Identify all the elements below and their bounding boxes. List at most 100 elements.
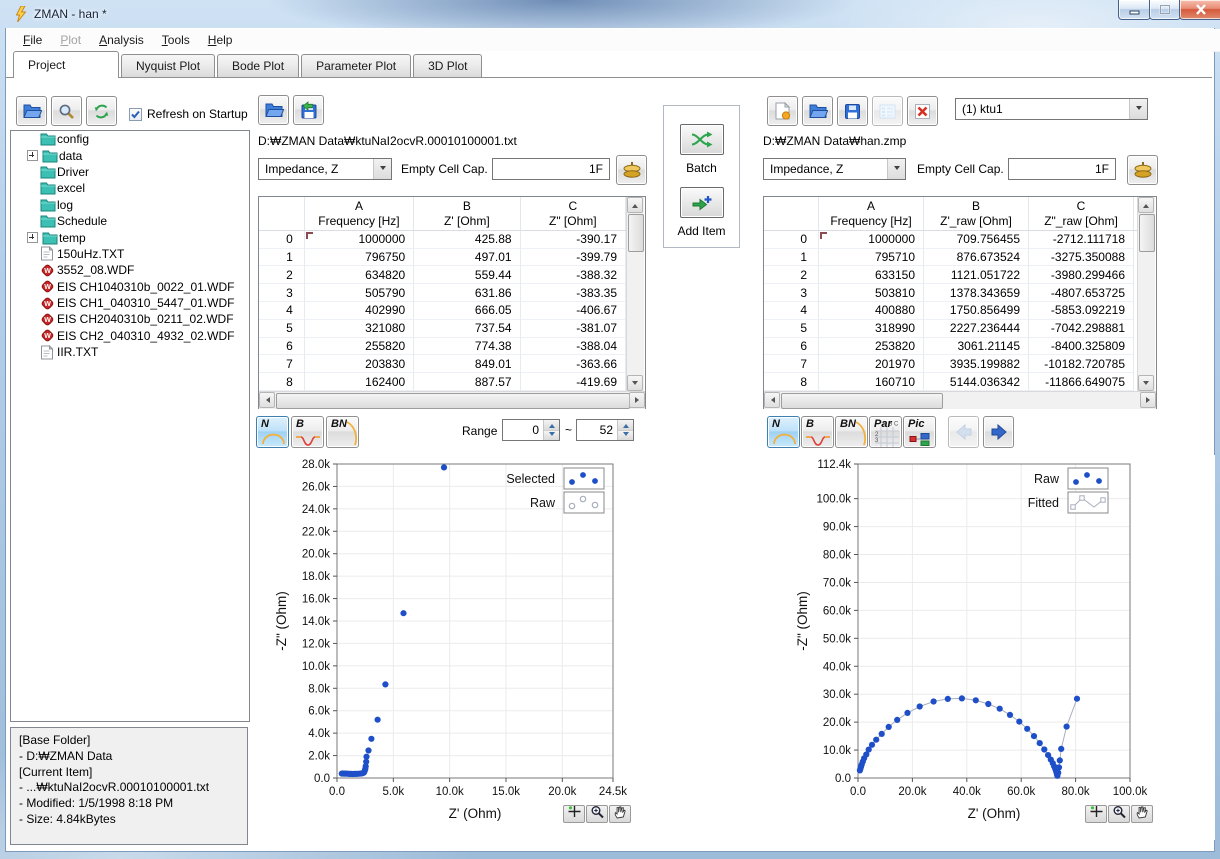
pan-hand-button[interactable] [1131, 805, 1153, 823]
row-index-cell[interactable]: 5 [764, 319, 819, 338]
table-cell[interactable]: 1121.051722 [924, 266, 1029, 285]
column-header[interactable]: C Z"_raw [Ohm] [1029, 197, 1134, 230]
table-cell[interactable]: 887.57 [414, 373, 521, 391]
table-cell[interactable]: -3980.299466 [1029, 266, 1134, 285]
view-button-b[interactable]: B [291, 416, 324, 448]
mid-empty-cell-cap-field[interactable]: 1F [492, 158, 610, 180]
tree-item-eis-ch1040310b-0022-01-wdf[interactable]: W EIS CH1040310b_0022_01.WDF [11, 279, 249, 295]
table-cell[interactable]: 1750.856499 [924, 302, 1029, 320]
tree-item-schedule[interactable]: Schedule [11, 213, 249, 229]
right-properties-button[interactable] [872, 96, 903, 126]
tab-3d-plot[interactable]: 3D Plot [413, 54, 483, 77]
range-from-spinner[interactable]: 0 [502, 419, 560, 441]
tree-item-temp[interactable]: temp [11, 229, 249, 245]
tree-item-driver[interactable]: Driver [11, 164, 249, 180]
table-cell[interactable]: 318990 [819, 319, 924, 338]
tree-item-config[interactable]: config [11, 131, 249, 147]
table-row[interactable]: 3 503810 1378.343659 -4807.653725 [764, 284, 1137, 303]
row-index-cell[interactable]: 0 [764, 230, 819, 249]
view-button-b[interactable]: B [801, 416, 834, 448]
table-row[interactable]: 0 1000000 425.88 -390.17 [259, 230, 626, 249]
menu-item-help[interactable]: Help [207, 33, 233, 47]
table-cell[interactable]: 1000000 [304, 230, 415, 249]
tree-item-eis-ch1-040310-5447-01-wdf[interactable]: W EIS CH1_040310_5447_01.WDF [11, 295, 249, 311]
refresh-button[interactable] [86, 96, 117, 126]
search-button[interactable] [51, 96, 82, 126]
table-cell[interactable]: 796750 [304, 248, 415, 267]
table-cell[interactable]: 2227.236444 [924, 319, 1029, 338]
table-cell[interactable]: 321080 [304, 319, 415, 338]
table-cell[interactable]: -381.07 [520, 319, 626, 338]
row-index-cell[interactable]: 4 [764, 302, 819, 320]
row-index-cell[interactable]: 1 [764, 248, 819, 267]
mid-open-file-button[interactable] [258, 95, 289, 125]
view-button-pic[interactable]: Pic [903, 416, 936, 448]
table-cell[interactable]: 255820 [304, 337, 415, 356]
crosshair-button[interactable] [1085, 805, 1107, 823]
table-cell[interactable]: 497.01 [414, 248, 521, 267]
expand-plus-icon[interactable] [27, 232, 38, 244]
view-button-n[interactable]: N [767, 416, 800, 448]
table-row[interactable]: 1 795710 876.673524 -3275.350088 [764, 248, 1137, 267]
right-capacitor-button[interactable] [1127, 155, 1158, 185]
table-cell[interactable]: -383.35 [520, 284, 626, 303]
zoom-button[interactable] [586, 805, 608, 823]
table-cell[interactable]: 774.38 [414, 337, 521, 356]
right-save-project-button[interactable] [837, 96, 868, 126]
table-row[interactable]: 5 318990 2227.236444 -7042.298881 [764, 319, 1137, 338]
horizontal-scrollbar[interactable] [259, 391, 645, 409]
table-row[interactable]: 0 1000000 709.756455 -2712.111718 [764, 230, 1137, 249]
table-row[interactable]: 1 796750 497.01 -399.79 [259, 248, 626, 267]
table-row[interactable]: 7 201970 3935.199882 -10182.720785 [764, 355, 1137, 374]
table-row[interactable]: 6 255820 774.38 -388.04 [259, 337, 626, 356]
tree-item-eis-ch2040310b-0211-02-wdf[interactable]: W EIS CH2040310b_0211_02.WDF [11, 311, 249, 327]
tab-parameter-plot[interactable]: Parameter Plot [301, 54, 412, 77]
tree-item-eis-ch2-040310-4932-02-wdf[interactable]: W EIS CH2_040310_4932_02.WDF [11, 328, 249, 344]
next-item-button[interactable] [983, 416, 1014, 448]
table-row[interactable]: 3 505790 631.86 -383.35 [259, 284, 626, 303]
table-cell[interactable]: 1000000 [819, 230, 924, 249]
view-button-bn[interactable]: BN [326, 416, 359, 448]
table-row[interactable]: 7 203830 849.01 -363.66 [259, 355, 626, 374]
table-cell[interactable]: 666.05 [414, 302, 521, 320]
table-cell[interactable]: 503810 [819, 284, 924, 303]
table-cell[interactable]: -399.79 [520, 248, 626, 267]
spinner-arrows[interactable] [617, 420, 633, 440]
right-new-project-button[interactable] [767, 96, 798, 126]
maximize-button[interactable] [1149, 0, 1181, 20]
table-row[interactable]: 8 162400 887.57 -419.69 [259, 373, 626, 391]
table-cell[interactable]: 737.54 [414, 319, 521, 338]
table-row[interactable]: 2 634820 559.44 -388.32 [259, 266, 626, 285]
tab-bode-plot[interactable]: Bode Plot [217, 54, 300, 77]
right-empty-cell-cap-field[interactable]: 1F [1008, 158, 1116, 180]
vertical-scrollbar[interactable] [1137, 197, 1155, 391]
column-header[interactable]: B Z' [Ohm] [414, 197, 521, 230]
table-cell[interactable]: -4807.653725 [1029, 284, 1134, 303]
table-cell[interactable]: 634820 [304, 266, 415, 285]
crosshair-button[interactable] [563, 805, 585, 823]
table-cell[interactable]: 425.88 [414, 230, 521, 249]
right-open-project-button[interactable] [802, 96, 833, 126]
row-index-cell[interactable]: 2 [764, 266, 819, 285]
table-cell[interactable]: 160710 [819, 373, 924, 391]
table-cell[interactable]: -419.69 [520, 373, 626, 391]
column-header[interactable]: B Z'_raw [Ohm] [924, 197, 1029, 230]
tab-project[interactable]: Project [13, 51, 119, 78]
table-cell[interactable]: 162400 [304, 373, 415, 391]
table-cell[interactable]: 849.01 [414, 355, 521, 374]
table-cell[interactable]: 633150 [819, 266, 924, 285]
minimize-button[interactable] [1118, 0, 1151, 20]
tree-item-excel[interactable]: excel [11, 180, 249, 196]
row-index-cell[interactable]: 5 [259, 319, 305, 338]
row-index-cell[interactable]: 7 [764, 355, 819, 374]
mid-capacitor-button[interactable] [616, 155, 647, 185]
table-row[interactable]: 5 321080 737.54 -381.07 [259, 319, 626, 338]
row-index-cell[interactable]: 2 [259, 266, 305, 285]
table-cell[interactable]: 3061.21145 [924, 337, 1029, 356]
vertical-scrollbar[interactable] [626, 197, 644, 391]
table-cell[interactable]: 1378.343659 [924, 284, 1029, 303]
column-header[interactable]: A Frequency [Hz] [819, 197, 924, 230]
table-cell[interactable]: 876.673524 [924, 248, 1029, 267]
table-cell[interactable]: 709.756455 [924, 230, 1029, 249]
table-cell[interactable]: 201970 [819, 355, 924, 374]
